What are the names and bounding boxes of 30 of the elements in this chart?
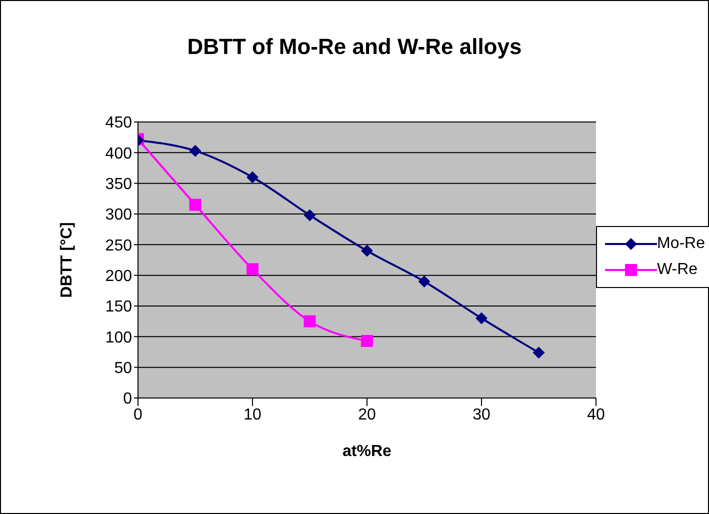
x-tick-label: 40	[587, 406, 605, 424]
chart-title: DBTT of Mo-Re and W-Re alloys	[186, 34, 523, 60]
point	[304, 209, 316, 222]
y-tick-label: 50	[114, 360, 132, 378]
y-axis-title: DBTT [°C]	[58, 222, 76, 298]
y-tick-label: 400	[105, 145, 132, 162]
y-tick-label: 0	[123, 390, 132, 408]
y-tick-label: 350	[105, 176, 132, 194]
y-tick-label: 250	[105, 237, 132, 254]
point	[304, 315, 316, 328]
x-tick-label: 10	[244, 406, 262, 424]
point	[418, 275, 430, 288]
x-tick-label: 20	[358, 406, 376, 424]
y-tick-label: 300	[105, 206, 132, 224]
legend-label: W-Re	[656, 260, 698, 280]
point	[475, 312, 488, 324]
y-tick-label: 450	[105, 114, 132, 132]
point	[246, 171, 258, 184]
point	[360, 244, 373, 257]
x-tick-label: 30	[472, 406, 490, 424]
y-tick-label: 100	[105, 329, 132, 346]
point	[532, 346, 545, 359]
point	[360, 334, 373, 347]
legend-label: Mo-Re	[656, 234, 705, 254]
point	[189, 198, 202, 211]
y-tick-label: 200	[105, 268, 132, 286]
point	[189, 144, 202, 157]
point	[246, 263, 258, 276]
y-tick-label: 150	[105, 298, 132, 316]
x-axis-title: at%Re	[342, 443, 392, 460]
